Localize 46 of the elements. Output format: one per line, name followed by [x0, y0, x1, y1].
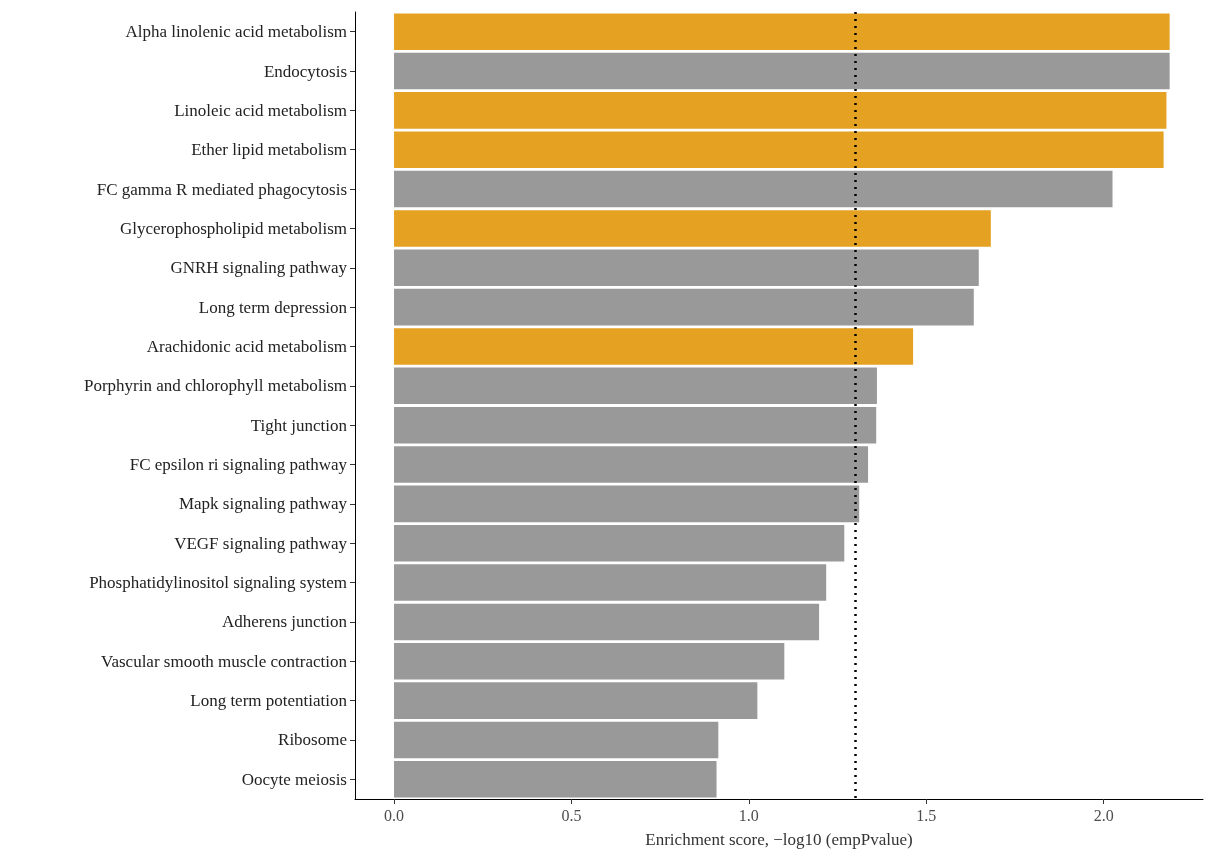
y-tick-label: Tight junction	[250, 415, 348, 435]
bar	[394, 288, 974, 326]
y-tick-label: Phosphatidylinositol signaling system	[89, 573, 347, 593]
bar	[394, 92, 1167, 129]
y-tick-label: Long term potentiation	[190, 691, 348, 711]
bar	[394, 564, 827, 601]
bar	[394, 367, 877, 405]
bar	[394, 485, 860, 523]
y-tick-label: Ether lipid metabolism	[191, 140, 347, 160]
bar	[394, 406, 877, 444]
x-tick-label: 0.0	[384, 806, 405, 824]
y-tick-label: Glycerophospholipid metabolism	[119, 218, 347, 238]
bar	[394, 52, 1170, 90]
y-tick-label: GNRH signaling pathway	[170, 258, 348, 278]
y-tick-label: Linoleic acid metabolism	[174, 100, 347, 120]
y-tick-label: Porphyrin and chlorophyll metabolism	[84, 376, 347, 396]
bar	[394, 131, 1164, 169]
x-axis-title: Enrichment score, −log10 (empPvalue)	[645, 830, 913, 849]
bar	[394, 682, 758, 719]
y-tick-label: FC epsilon ri signaling pathway	[129, 455, 348, 475]
y-tick-label: Long term depression	[198, 297, 348, 317]
y-tick-label: Oocyte meiosis	[241, 769, 347, 789]
x-tick-label: 2.0	[1093, 806, 1114, 824]
y-tick-label: Mapk signaling pathway	[178, 494, 348, 514]
y-tick-label: VEGF signaling pathway	[174, 533, 348, 553]
y-tick-label: Ribosome	[278, 730, 347, 750]
bar	[394, 642, 785, 680]
y-tick-label: Adherens junction	[221, 612, 348, 632]
x-tick-label: 1.5	[916, 806, 937, 824]
bar	[394, 170, 1113, 208]
bar	[394, 446, 869, 483]
bar	[394, 13, 1170, 50]
bar	[394, 328, 914, 365]
y-tick-label: Vascular smooth muscle contraction	[101, 651, 348, 671]
y-tick-label: Arachidonic acid metabolism	[146, 336, 347, 356]
bar	[394, 524, 845, 562]
bar	[394, 210, 991, 247]
bar	[394, 721, 719, 759]
y-tick-label: Endocytosis	[263, 61, 347, 81]
x-tick-label: 1.0	[738, 806, 759, 824]
bar	[394, 249, 979, 287]
bar	[394, 603, 820, 641]
x-tick-label: 0.5	[561, 806, 582, 824]
y-tick-label: Alpha linolenic acid metabolism	[125, 22, 347, 42]
y-tick-label: FC gamma R mediated phagocytosis	[96, 179, 347, 199]
bar	[394, 761, 717, 798]
